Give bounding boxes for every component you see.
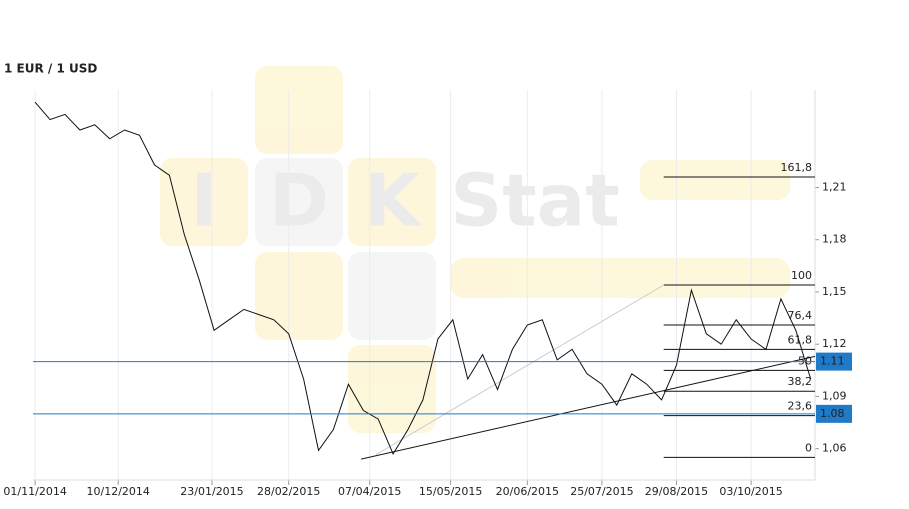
trend-line [375,284,664,456]
watermark-letter: D [269,159,329,243]
watermark-tile [348,252,436,340]
watermark-tile [255,158,343,246]
x-tick-label: 07/04/2015 [338,485,401,498]
watermark-word: Stat [450,159,619,243]
fib-label: 161,8 [781,161,813,174]
y-tick-label: 1,21 [822,181,847,194]
y-tick-label: 1,06 [822,442,847,455]
fib-label: 61,8 [788,333,813,346]
price-box [816,404,852,423]
x-tick-label: 10/12/2014 [87,485,150,498]
x-tick-label: 15/05/2015 [419,485,482,498]
watermark-letter: I [191,159,218,243]
price-line [34,101,812,455]
x-tick-label: 20/06/2015 [496,485,559,498]
x-tick-label: 01/11/2014 [3,485,66,498]
trend-line [361,355,816,460]
y-tick-label: 1,12 [822,337,847,350]
fib-label: 38,2 [788,375,813,388]
price-box [816,352,852,371]
watermark-tile [255,252,343,340]
price-box-label: 1.08 [820,407,845,420]
watermark-bar [450,258,790,298]
chart-title: 1 EUR / 1 USD [4,62,97,76]
y-tick-label: 1,18 [822,233,847,246]
x-tick-label: 29/08/2015 [645,485,708,498]
y-tick-label: 1,15 [822,285,847,298]
price-box-label: 1.11 [820,355,845,368]
watermark-letter: K [364,159,422,243]
x-tick-label: 23/01/2015 [180,485,243,498]
watermark-tile [348,345,436,433]
fib-label: 100 [791,269,812,282]
fib-label: 76,4 [788,309,813,322]
watermark-bar [640,160,790,200]
x-tick-label: 28/02/2015 [257,485,320,498]
y-tick-label: 1,09 [822,389,847,402]
fib-label: 23,6 [788,400,813,413]
fib-label: 0 [805,441,812,454]
x-tick-label: 03/10/2015 [719,485,782,498]
x-tick-label: 25/07/2015 [570,485,633,498]
watermark: I D K Stat [160,66,790,433]
watermark-tile [255,66,343,154]
